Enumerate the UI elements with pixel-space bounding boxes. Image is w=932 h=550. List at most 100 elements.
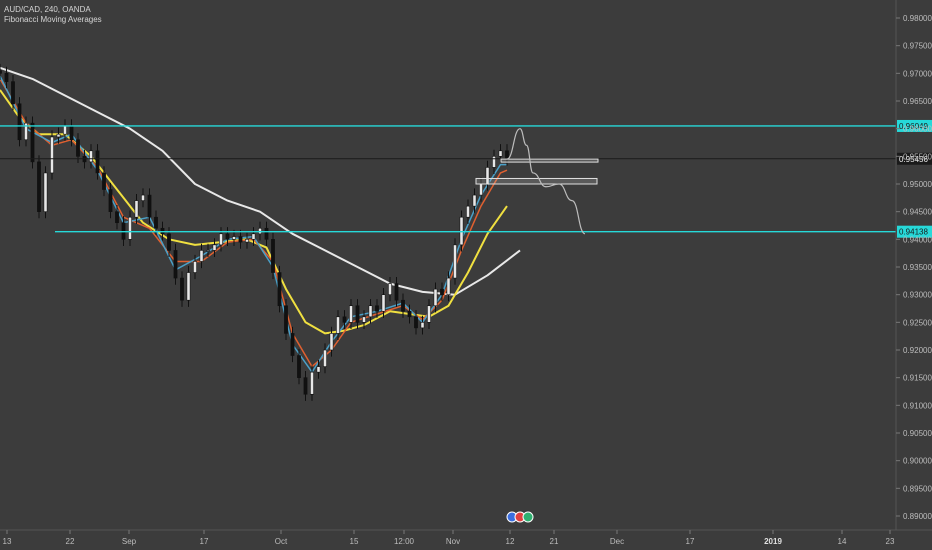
candle-body: [147, 194, 152, 218]
candle-body: [173, 250, 178, 279]
price-tick-label: 0.91000: [903, 401, 932, 410]
candle-body: [433, 288, 438, 307]
candle-body: [472, 194, 477, 207]
price-tick-label: 0.92500: [903, 318, 932, 327]
candle-body: [0, 70, 2, 74]
candle-body: [349, 305, 353, 323]
candle-body: [11, 81, 15, 105]
candle-body: [4, 73, 9, 82]
candle-body: [76, 139, 80, 157]
ma-line-2: [0, 78, 508, 368]
candle-body: [43, 172, 48, 212]
time-tick-label: 17: [686, 537, 695, 546]
candle-body: [427, 305, 431, 323]
time-tick-label: Dec: [610, 537, 624, 546]
candle-body: [375, 305, 379, 312]
candle-body: [251, 233, 256, 240]
candle-body: [453, 244, 457, 279]
price-tick-label: 0.93000: [903, 291, 932, 300]
candle-body: [466, 205, 470, 218]
candle-body: [69, 125, 74, 141]
time-tick-label: Sep: [122, 537, 137, 546]
candle-body: [186, 272, 191, 301]
time-tick-label: 15: [350, 537, 359, 546]
candle-body: [342, 316, 347, 323]
price-tick-label: 0.97500: [903, 42, 932, 51]
price-tick-label: 0.96500: [903, 97, 932, 106]
candle-body: [199, 250, 204, 262]
time-tick-label: Oct: [275, 537, 288, 546]
candle-body: [446, 277, 451, 295]
projection: [506, 128, 586, 235]
candle-body: [323, 349, 327, 367]
time-axis: 13 22 Sep 17 Oct 15 12:00 Nov 12 21 Dec 17 2019 14 23: [3, 530, 895, 546]
candle-body: [154, 216, 158, 229]
indicator-title: Fibonacci Moving Averages: [4, 15, 102, 24]
price-tick-label: 0.95500: [903, 152, 932, 161]
candle-body: [401, 299, 405, 312]
candle-body: [212, 244, 217, 251]
candle-body: [492, 156, 496, 168]
candle-body: [316, 366, 321, 373]
level-label-bg: [897, 119, 932, 132]
candle-body: [206, 250, 210, 252]
price-tick-label: 0.90000: [903, 457, 932, 466]
candle-body: [17, 103, 22, 141]
candle-body: [30, 122, 35, 163]
time-tick-label: 12: [506, 537, 515, 546]
horizontal-levels[interactable]: 0.96049 0.94138 0.95456: [0, 119, 932, 238]
candle-body: [271, 239, 275, 273]
time-tick-label: 2019: [764, 537, 782, 546]
time-tick-label: 21: [550, 537, 559, 546]
price-tick-label: 0.92000: [903, 346, 932, 355]
candle-body: [284, 305, 288, 334]
current-price-bg: [897, 152, 932, 165]
candle-body: [167, 233, 171, 251]
level-label-bg: [897, 225, 932, 238]
level-label: 0.94138: [899, 228, 928, 237]
logo-dot: [522, 511, 534, 523]
candle-body: [134, 200, 139, 218]
candle-body: [238, 236, 243, 243]
candle-body: [388, 283, 392, 295]
candle-body: [232, 236, 236, 240]
price-tick-label: 0.94000: [903, 235, 932, 244]
ma-line-1: [0, 89, 508, 335]
candle-body: [225, 233, 230, 240]
candle-body: [329, 333, 334, 351]
current-price-label: 0.95456: [899, 155, 928, 164]
zones[interactable]: [475, 158, 599, 185]
price-tick-label: 0.97000: [903, 69, 932, 78]
zone-box: [475, 177, 598, 185]
price-tick-label: 0.89500: [903, 484, 932, 493]
candle-body: [407, 310, 412, 318]
candle-body: [336, 316, 340, 334]
symbol-title: AUD/CAD, 240, OANDA: [4, 5, 91, 14]
candle-body: [141, 194, 145, 201]
price-tick-label: 0.90500: [903, 429, 932, 438]
time-tick-label: 17: [200, 537, 209, 546]
candle-body: [102, 172, 106, 190]
candle-body: [303, 377, 308, 395]
candle-body: [394, 283, 399, 301]
candle-body: [89, 150, 93, 163]
candle-body: [290, 333, 295, 356]
candle-body: [479, 183, 483, 196]
candle-body: [368, 305, 373, 318]
ma-line-3: [0, 75, 507, 373]
price-tick-label: 0.94500: [903, 208, 932, 217]
price-tick-label: 0.91500: [903, 374, 932, 383]
candle-body: [219, 233, 223, 246]
candle-body: [95, 150, 100, 174]
candle-body: [362, 316, 366, 323]
moving-averages: [0, 66, 521, 373]
level-label: 0.96049: [899, 122, 928, 131]
time-tick-label: Nov: [446, 537, 460, 546]
candle-body: [381, 294, 386, 312]
candles: [0, 63, 509, 401]
time-tick-label: 12:00: [394, 537, 415, 546]
candle-body: [180, 277, 184, 301]
chart-legend: AUD/CAD, 240, OANDA Fibonacci Moving Ave…: [4, 5, 102, 25]
price-axis: 0.98000 0.97500 0.97000 0.96500 0.96000 0.955…: [0, 0, 932, 531]
